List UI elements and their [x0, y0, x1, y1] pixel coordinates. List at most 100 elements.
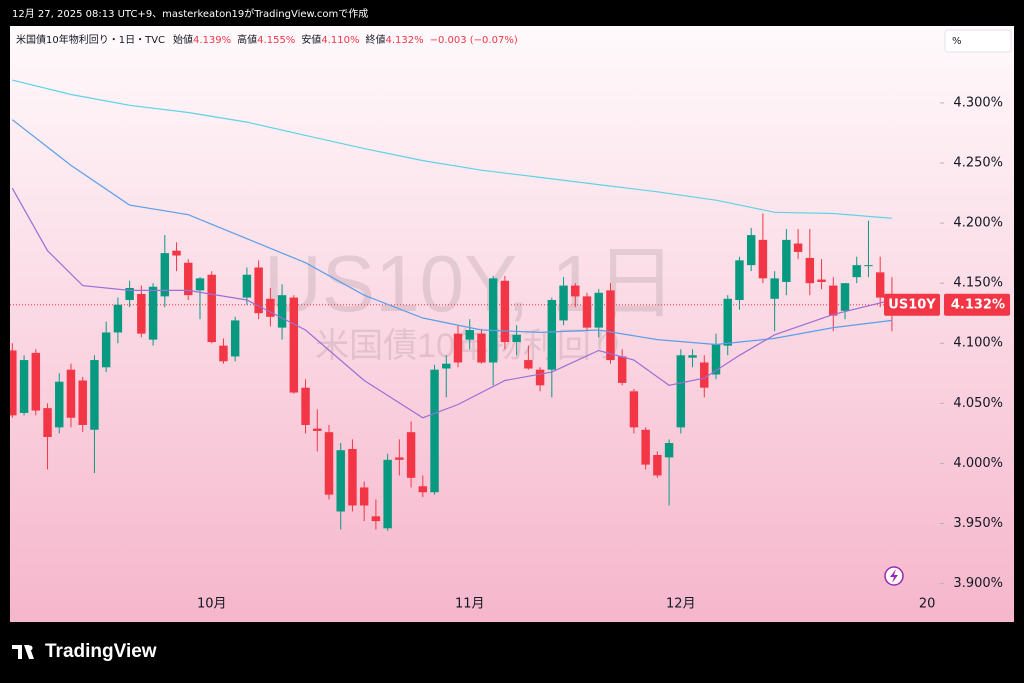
candle-body: [418, 486, 428, 493]
candle-body: [266, 298, 275, 317]
candle-body: [688, 355, 697, 358]
moving-average: [11, 187, 893, 419]
y-tick-label: 3.900%: [953, 576, 1003, 591]
candle-body: [242, 274, 252, 298]
legend-value: 4.132%: [385, 35, 423, 46]
price-badge: [944, 293, 1010, 316]
candle-body: [313, 428, 322, 431]
x-tick-label: 20: [919, 597, 936, 612]
caption: 12月 27, 2025 08:13 UTC+9、masterkeaton19が…: [12, 7, 368, 20]
candle-body: [395, 457, 404, 460]
candle-body: [477, 333, 486, 363]
candle-body: [875, 272, 885, 298]
candle-body: [840, 283, 850, 311]
candle-body: [348, 448, 357, 506]
alert-bolt: [890, 569, 898, 583]
candle-body: [289, 297, 299, 393]
legend-label: 高値: [237, 33, 257, 46]
x-tick-label: 10月: [197, 597, 227, 612]
candle-body: [711, 344, 721, 375]
candle-body: [406, 432, 416, 478]
footer-logo: [12, 645, 34, 659]
legend-value: 4.110%: [321, 35, 359, 46]
candle-body: [371, 516, 381, 522]
candle-body: [829, 285, 838, 316]
x-tick-label: 12月: [666, 597, 696, 612]
price-badge-label: 4.132%: [951, 297, 1005, 312]
legend-value: 4.139%: [193, 35, 231, 46]
candle-body: [852, 265, 861, 278]
candle-body: [442, 363, 451, 369]
legend-value: 4.155%: [257, 35, 295, 46]
candle-body: [336, 450, 345, 512]
candle-body: [172, 250, 181, 256]
candle-body: [664, 442, 674, 458]
moving-average: [11, 119, 892, 346]
candle-body: [653, 455, 662, 476]
candle-body: [758, 239, 768, 279]
unit-button[interactable]: [944, 29, 1012, 53]
candle-body: [430, 369, 439, 493]
candle-body: [488, 278, 498, 363]
footer-brand: TradingView: [45, 641, 157, 662]
candle-body: [137, 293, 146, 334]
unit-button-label[interactable]: %: [952, 36, 962, 47]
y-tick-label: 4.050%: [953, 396, 1003, 411]
candle-body: [453, 333, 463, 363]
y-tick-label: 4.250%: [953, 155, 1003, 170]
symbol-badge: [884, 293, 940, 316]
y-tick-label: 3.950%: [953, 516, 1003, 531]
candle-body: [676, 355, 686, 428]
candle-body: [277, 295, 287, 328]
candle-body: [184, 262, 193, 296]
candle-body: [805, 257, 815, 284]
x-tick-label: 11月: [455, 597, 485, 612]
legend-label: 始値: [173, 33, 193, 46]
candle-body: [301, 387, 310, 425]
candle-body: [230, 320, 240, 357]
y-tick-label: 4.150%: [953, 276, 1003, 291]
candle-body: [746, 235, 756, 266]
chart-background: [10, 26, 1014, 622]
candle-body: [207, 274, 216, 343]
candle-body: [617, 356, 627, 383]
candle-body: [500, 280, 510, 343]
candle-body: [782, 239, 791, 282]
legend-label: 安値: [301, 33, 321, 46]
candle-body: [10, 350, 17, 416]
candle-body: [148, 286, 158, 340]
legend-title: 米国債10年物利回り・1日・TVC: [16, 33, 165, 46]
candle-body: [559, 285, 568, 321]
y-tick-label: 4.300%: [953, 95, 1003, 110]
legend-label: 終値: [365, 33, 385, 46]
candle-body: [606, 290, 615, 361]
candle-body: [723, 298, 732, 346]
candle-body: [78, 380, 87, 425]
y-tick-label: 4.200%: [953, 216, 1003, 231]
candle-body: [101, 332, 111, 368]
candle-body: [864, 265, 873, 267]
candle-body: [465, 330, 474, 340]
candle-body: [700, 362, 709, 388]
candle-body: [19, 360, 29, 413]
candle-body: [547, 299, 557, 370]
candle-body: [160, 253, 170, 297]
candle-body: [31, 352, 41, 411]
y-tick-label: 4.100%: [953, 336, 1003, 351]
candle-body: [90, 360, 99, 430]
candle-body: [629, 391, 639, 428]
plot: [10, 79, 940, 531]
y-tick-label: 4.000%: [953, 456, 1003, 471]
candle-body: [125, 287, 134, 300]
candle-body: [512, 334, 521, 343]
candle-body: [113, 304, 123, 333]
candle-body: [571, 285, 580, 297]
candle-body: [770, 278, 779, 299]
candle-body: [55, 381, 64, 428]
candle-body: [594, 292, 603, 328]
candle-body: [582, 296, 592, 328]
legend-change: −0.003 (−0.07%): [430, 35, 518, 46]
candle-body: [793, 243, 803, 252]
